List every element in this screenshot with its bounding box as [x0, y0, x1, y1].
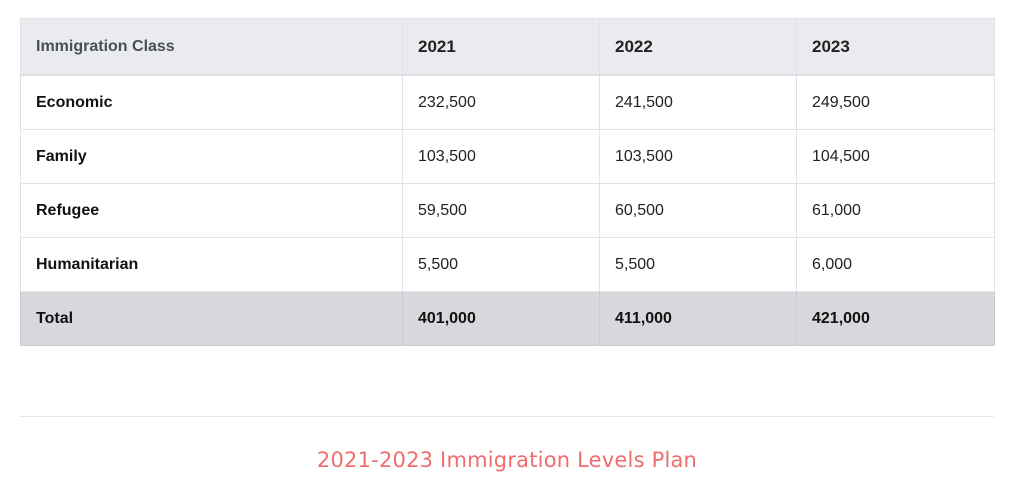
- cell-value: 61,000: [796, 183, 995, 238]
- table-header-row: Immigration Class 2021 2022 2023: [20, 18, 995, 76]
- cell-value: 232,500: [402, 74, 600, 130]
- cell-value: 60,500: [599, 183, 797, 238]
- header-2023: 2023: [796, 18, 995, 76]
- table-row: Economic 232,500 241,500 249,500: [20, 74, 995, 130]
- cell-value: 59,500: [402, 183, 600, 238]
- cell-value: 241,500: [599, 74, 797, 130]
- total-value: 401,000: [402, 291, 600, 346]
- cell-value: 103,500: [402, 129, 600, 184]
- row-label: Refugee: [20, 183, 403, 238]
- row-label: Family: [20, 129, 403, 184]
- table-row: Family 103,500 103,500 104,500: [20, 129, 995, 184]
- header-2022: 2022: [599, 18, 797, 76]
- cell-value: 249,500: [796, 74, 995, 130]
- table-caption: 2021-2023 Immigration Levels Plan: [316, 448, 698, 472]
- immigration-levels-table: Immigration Class 2021 2022 2023 Economi…: [20, 18, 995, 346]
- cell-value: 6,000: [796, 237, 995, 292]
- table-row: Refugee 59,500 60,500 61,000: [20, 183, 995, 238]
- total-label: Total: [20, 291, 403, 346]
- table-total-row: Total 401,000 411,000 421,000: [20, 291, 995, 346]
- cell-value: 104,500: [796, 129, 995, 184]
- table-body: Economic 232,500 241,500 249,500 Family …: [20, 74, 995, 346]
- header-immigration-class: Immigration Class: [20, 18, 403, 76]
- cell-value: 103,500: [599, 129, 797, 184]
- header-2021: 2021: [402, 18, 600, 76]
- row-label: Humanitarian: [20, 237, 403, 292]
- total-value: 421,000: [796, 291, 995, 346]
- total-value: 411,000: [599, 291, 797, 346]
- section-divider: [20, 416, 994, 417]
- table-header: Immigration Class 2021 2022 2023: [20, 18, 995, 76]
- row-label: Economic: [20, 74, 403, 130]
- cell-value: 5,500: [599, 237, 797, 292]
- table-row: Humanitarian 5,500 5,500 6,000: [20, 237, 995, 292]
- cell-value: 5,500: [402, 237, 600, 292]
- immigration-levels-table-container: Immigration Class 2021 2022 2023 Economi…: [20, 18, 995, 346]
